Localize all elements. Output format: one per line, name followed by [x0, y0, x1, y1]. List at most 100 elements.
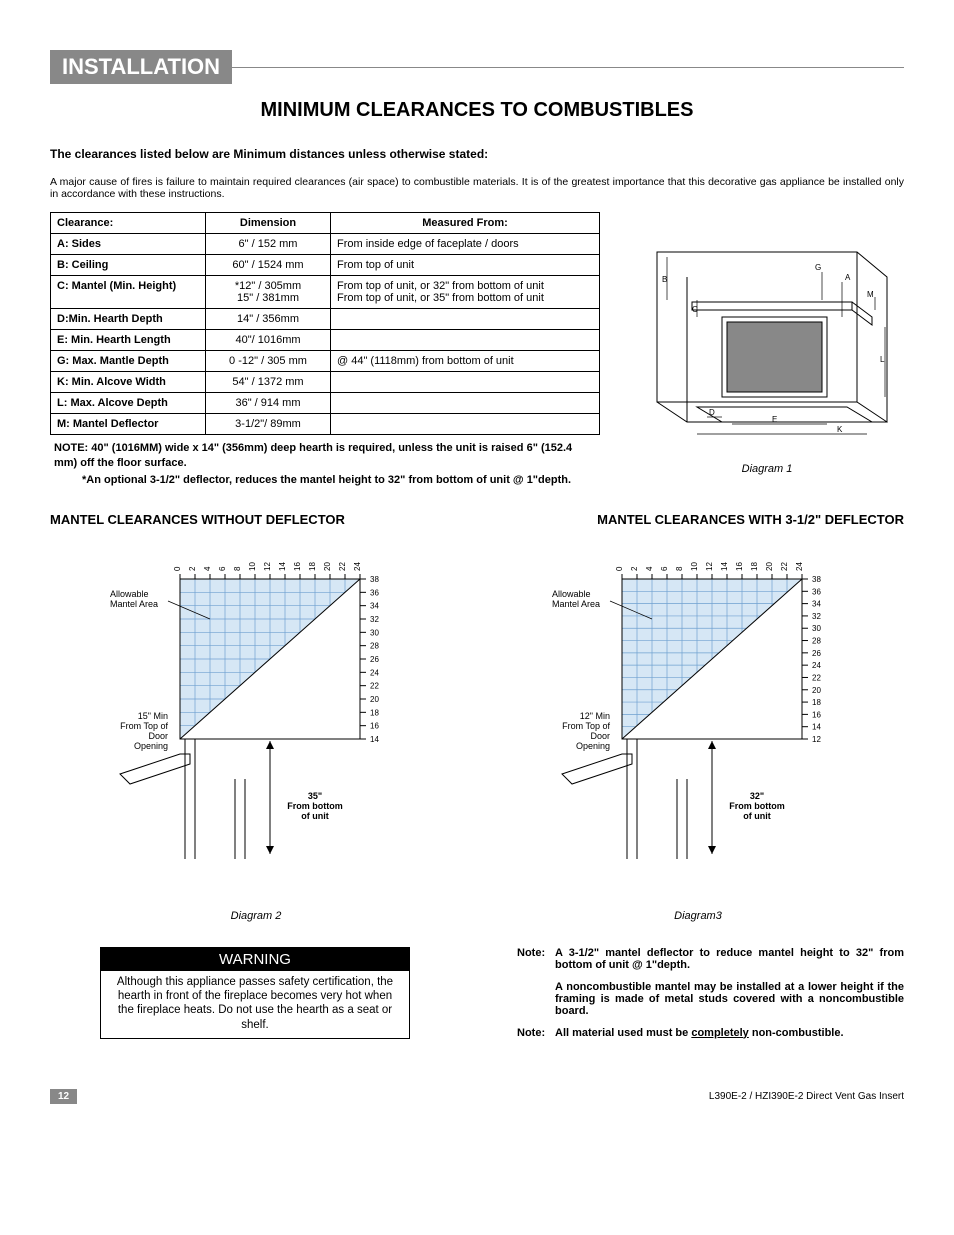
svg-text:15" MinFrom Top ofDoorOpening: 15" MinFrom Top ofDoorOpening: [120, 711, 168, 751]
table-cell: *12" / 305mm15" / 381mm: [206, 276, 331, 309]
note-3-label: Note:: [517, 1027, 555, 1039]
note-1-text: A 3-1/2" mantel deflector to reduce mant…: [555, 947, 904, 971]
table-cell: [331, 372, 600, 393]
svg-text:8: 8: [233, 566, 242, 571]
table-cell: A: Sides: [51, 234, 206, 255]
svg-text:0: 0: [615, 566, 624, 571]
warning-col: WARNING Although this appliance passes s…: [50, 947, 437, 1049]
table-cell: 54" / 1372 mm: [206, 372, 331, 393]
table-row: B: Ceiling60" / 1524 mmFrom top of unit: [51, 255, 600, 276]
note-1-label: Note:: [517, 947, 555, 971]
svg-text:E: E: [772, 415, 777, 424]
page-title: MINIMUM CLEARANCES TO COMBUSTIBLES: [50, 99, 904, 122]
table-row: E: Min. Hearth Length40"/ 1016mm: [51, 330, 600, 351]
warning-header: WARNING: [101, 948, 409, 971]
svg-text:32"From bottomof unit: 32"From bottomof unit: [729, 791, 785, 821]
svg-text:30: 30: [812, 624, 821, 633]
table-note-1: NOTE: 40" (1016MM) wide x 14" (356mm) de…: [54, 441, 596, 471]
note-2-text: A noncombustible mantel may be installed…: [555, 981, 904, 1017]
svg-text:4: 4: [203, 566, 212, 571]
chart-right-col: MANTEL CLEARANCES WITH 3-1/2" DEFLECTOR …: [492, 512, 904, 922]
intro-bold: The clearances listed below are Minimum …: [50, 147, 904, 161]
diagram-1-caption: Diagram 1: [630, 463, 904, 475]
svg-text:34: 34: [812, 599, 821, 608]
svg-text:2: 2: [188, 566, 197, 571]
svg-text:AllowableMantel Area: AllowableMantel Area: [110, 589, 158, 609]
svg-text:38: 38: [370, 575, 379, 584]
svg-text:8: 8: [675, 566, 684, 571]
svg-text:22: 22: [338, 561, 347, 570]
table-cell: From inside edge of faceplate / doors: [331, 234, 600, 255]
svg-text:20: 20: [370, 695, 379, 704]
svg-text:12" MinFrom Top ofDoorOpening: 12" MinFrom Top ofDoorOpening: [562, 711, 610, 751]
svg-text:12: 12: [812, 735, 821, 744]
table-cell: @ 44" (1118mm) from bottom of unit: [331, 351, 600, 372]
svg-text:36: 36: [370, 588, 379, 597]
svg-text:26: 26: [812, 648, 821, 657]
svg-text:35"From bottomof unit: 35"From bottomof unit: [287, 791, 343, 821]
svg-text:38: 38: [812, 575, 821, 584]
svg-text:14: 14: [278, 561, 287, 570]
table-cell: [331, 330, 600, 351]
svg-text:22: 22: [780, 561, 789, 570]
table-row: L: Max. Alcove Depth36" / 914 mm: [51, 393, 600, 414]
header-rule: [232, 67, 904, 68]
svg-text:32: 32: [370, 615, 379, 624]
svg-text:D: D: [709, 408, 715, 417]
table-cell: C: Mantel (Min. Height): [51, 276, 206, 309]
diagram-2-caption: Diagram 2: [50, 910, 462, 922]
table-row: G: Max. Mantle Depth0 -12" / 305 mm@ 44"…: [51, 351, 600, 372]
svg-text:20: 20: [812, 685, 821, 694]
table-cell: [331, 393, 600, 414]
table-cell: From top of unit: [331, 255, 600, 276]
svg-text:12: 12: [705, 561, 714, 570]
table-cell: 14" / 356mm: [206, 309, 331, 330]
svg-text:10: 10: [690, 561, 699, 570]
mantel-chart-svg: 0246810121416182022241416182022242628303…: [50, 539, 450, 899]
table-row: M: Mantel Deflector3-1/2"/ 89mm: [51, 414, 600, 435]
svg-text:AllowableMantel Area: AllowableMantel Area: [552, 589, 600, 609]
svg-text:12: 12: [263, 561, 272, 570]
doc-id: L390E-2 / HZI390E-2 Direct Vent Gas Inse…: [709, 1091, 904, 1102]
chart-right-title: MANTEL CLEARANCES WITH 3-1/2" DEFLECTOR: [492, 512, 904, 527]
table-row: A: Sides6" / 152 mmFrom inside edge of f…: [51, 234, 600, 255]
svg-text:16: 16: [293, 561, 302, 570]
svg-text:26: 26: [370, 655, 379, 664]
clearance-table-wrap: Clearance: Dimension Measured From: A: S…: [50, 212, 600, 492]
svg-text:16: 16: [735, 561, 744, 570]
diagram-1-svg: B C G A M L D E K: [637, 222, 897, 452]
svg-text:18: 18: [370, 708, 379, 717]
svg-text:28: 28: [370, 641, 379, 650]
svg-text:18: 18: [750, 561, 759, 570]
svg-text:6: 6: [660, 566, 669, 571]
intro-paragraph: A major cause of fires is failure to mai…: [50, 176, 904, 200]
warning-body: Although this appliance passes safety ce…: [101, 971, 409, 1039]
svg-text:16: 16: [812, 710, 821, 719]
diagram-3-caption: Diagram3: [492, 910, 904, 922]
svg-text:18: 18: [308, 561, 317, 570]
section-tab: Installation: [50, 50, 232, 84]
notes-col: Note: A 3-1/2" mantel deflector to reduc…: [467, 947, 904, 1049]
section-header: Installation: [50, 50, 904, 84]
svg-text:C: C: [692, 305, 698, 314]
table-cell: E: Min. Hearth Length: [51, 330, 206, 351]
svg-text:K: K: [837, 425, 843, 434]
svg-text:22: 22: [812, 673, 821, 682]
svg-text:24: 24: [353, 561, 362, 570]
svg-text:22: 22: [370, 681, 379, 690]
table-cell: B: Ceiling: [51, 255, 206, 276]
svg-text:M: M: [867, 290, 874, 299]
chart-left-col: MANTEL CLEARANCES WITHOUT DEFLECTOR 0246…: [50, 512, 462, 922]
table-row: D:Min. Hearth Depth14" / 356mm: [51, 309, 600, 330]
table-cell: 40"/ 1016mm: [206, 330, 331, 351]
table-note-2: *An optional 3-1/2" deflector, reduces t…: [54, 473, 596, 488]
svg-text:24: 24: [812, 661, 821, 670]
svg-text:34: 34: [370, 601, 379, 610]
mantel-chart-svg: 0246810121416182022241214161820222426283…: [492, 539, 892, 899]
table-row: K: Min. Alcove Width54" / 1372 mm: [51, 372, 600, 393]
chart-left-title: MANTEL CLEARANCES WITHOUT DEFLECTOR: [50, 512, 462, 527]
table-note: NOTE: 40" (1016MM) wide x 14" (356mm) de…: [50, 435, 600, 492]
table-cell: From top of unit, or 32" from bottom of …: [331, 276, 600, 309]
svg-text:24: 24: [795, 561, 804, 570]
svg-text:B: B: [662, 275, 667, 284]
